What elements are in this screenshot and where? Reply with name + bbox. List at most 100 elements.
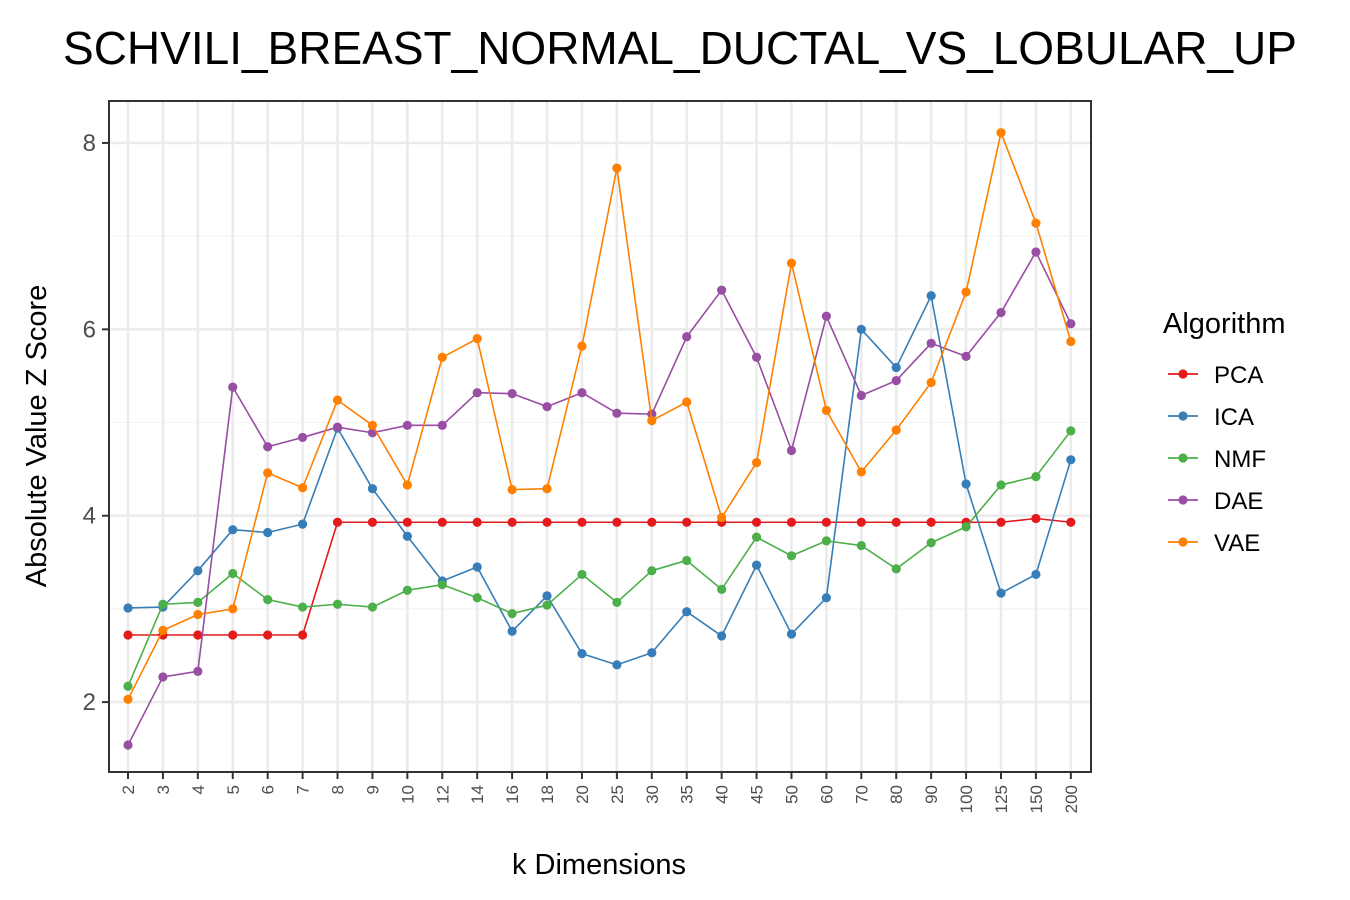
data-point-nmf	[298, 602, 308, 612]
data-point-dae	[612, 408, 622, 418]
legend-key-point	[1178, 453, 1188, 463]
data-point-dae	[193, 666, 203, 676]
data-point-ica	[786, 629, 797, 639]
data-point-nmf	[751, 532, 762, 542]
data-point-pca	[1066, 517, 1076, 527]
x-tick-label: 125	[992, 785, 1011, 813]
data-point-vae	[612, 163, 622, 173]
data-point-vae	[123, 694, 133, 704]
series-line-pca	[128, 517, 1071, 636]
legend-item-nmf: NMF	[1168, 446, 1266, 473]
data-point-pca	[193, 630, 203, 640]
data-point-pca	[298, 630, 308, 640]
x-tick-label: 80	[887, 785, 906, 804]
series-line-ica	[127, 294, 1072, 666]
data-point-vae	[647, 416, 657, 426]
data-point-dae	[298, 432, 308, 443]
data-point-vae	[263, 468, 273, 478]
data-point-pca	[577, 517, 587, 527]
data-point-ica	[682, 607, 692, 617]
data-point-dae	[1031, 247, 1041, 257]
data-point-vae	[891, 425, 901, 435]
x-tick-label: 7	[294, 785, 313, 794]
data-point-ica	[228, 525, 238, 535]
data-point-dae	[472, 388, 482, 398]
data-point-ica	[123, 603, 133, 613]
data-point-ica	[193, 566, 203, 576]
data-point-pca	[367, 517, 378, 527]
data-point-nmf	[786, 551, 797, 561]
data-point-ica	[472, 562, 482, 572]
legend-title: Algorithm	[1163, 308, 1286, 340]
legend-key-point	[1178, 537, 1188, 547]
data-point-nmf	[856, 540, 866, 551]
data-point-ica	[961, 479, 971, 489]
series-vae	[123, 128, 1076, 704]
data-point-ica	[1066, 455, 1076, 465]
data-point-dae	[263, 442, 273, 452]
data-point-vae	[158, 625, 168, 635]
data-point-nmf	[123, 681, 133, 691]
data-point-nmf	[891, 564, 901, 574]
x-tick-label: 5	[224, 785, 243, 794]
x-tick-label: 150	[1027, 785, 1046, 813]
data-point-nmf	[682, 555, 692, 566]
x-tick-label: 6	[259, 785, 278, 794]
x-tick-label: 18	[538, 785, 557, 804]
data-point-dae	[961, 351, 971, 361]
data-point-ica	[821, 593, 832, 603]
data-point-ica	[717, 631, 727, 641]
legend-item-ica: ICA	[1168, 404, 1254, 431]
x-tick-label: 8	[329, 785, 348, 794]
legend-key-point	[1178, 495, 1188, 505]
data-point-ica	[891, 362, 901, 373]
data-point-ica	[1031, 569, 1041, 580]
data-point-pca	[1031, 513, 1041, 524]
data-point-nmf	[437, 580, 447, 590]
x-tick-label: 2	[119, 785, 138, 794]
x-tick-label: 4	[189, 785, 208, 794]
legend-item-vae: VAE	[1168, 530, 1260, 557]
data-point-vae	[367, 420, 378, 430]
plot-panel	[109, 101, 1091, 772]
x-tick-label: 30	[643, 785, 662, 804]
data-point-pca	[507, 517, 517, 527]
data-point-pca	[856, 517, 866, 527]
data-point-vae	[472, 334, 482, 344]
x-tick-label: 100	[957, 785, 976, 813]
data-point-nmf	[717, 584, 727, 594]
data-point-pca	[123, 630, 133, 640]
legend-label: PCA	[1214, 362, 1263, 389]
data-point-dae	[507, 389, 517, 399]
series-nmf	[123, 426, 1076, 691]
series-line-vae	[127, 131, 1072, 700]
data-point-nmf	[647, 566, 657, 576]
y-tick-label: 4	[83, 503, 96, 530]
data-point-dae	[437, 420, 447, 430]
data-point-nmf	[926, 538, 936, 548]
data-point-nmf	[472, 593, 482, 603]
legend-label: NMF	[1214, 446, 1266, 473]
data-point-vae	[751, 457, 762, 468]
y-tick-label: 8	[83, 130, 96, 157]
data-point-pca	[263, 630, 273, 640]
data-point-pca	[402, 517, 412, 527]
data-point-pca	[612, 517, 622, 527]
x-tick-label: 50	[782, 785, 801, 804]
data-point-vae	[926, 377, 936, 388]
data-point-vae	[542, 484, 552, 494]
data-point-dae	[647, 409, 657, 419]
data-point-pca	[821, 517, 832, 527]
data-point-dae	[926, 338, 936, 348]
legend-key-point	[1178, 411, 1188, 421]
data-point-pca	[891, 517, 901, 527]
data-point-ica	[926, 291, 936, 301]
data-point-pca	[786, 517, 797, 527]
data-point-dae	[577, 388, 587, 398]
data-point-dae	[123, 740, 133, 750]
data-point-dae	[1066, 319, 1076, 329]
x-tick-label: 14	[468, 785, 487, 804]
x-tick-label: 10	[398, 785, 417, 804]
series-line-dae	[127, 251, 1072, 746]
data-point-nmf	[193, 597, 203, 607]
